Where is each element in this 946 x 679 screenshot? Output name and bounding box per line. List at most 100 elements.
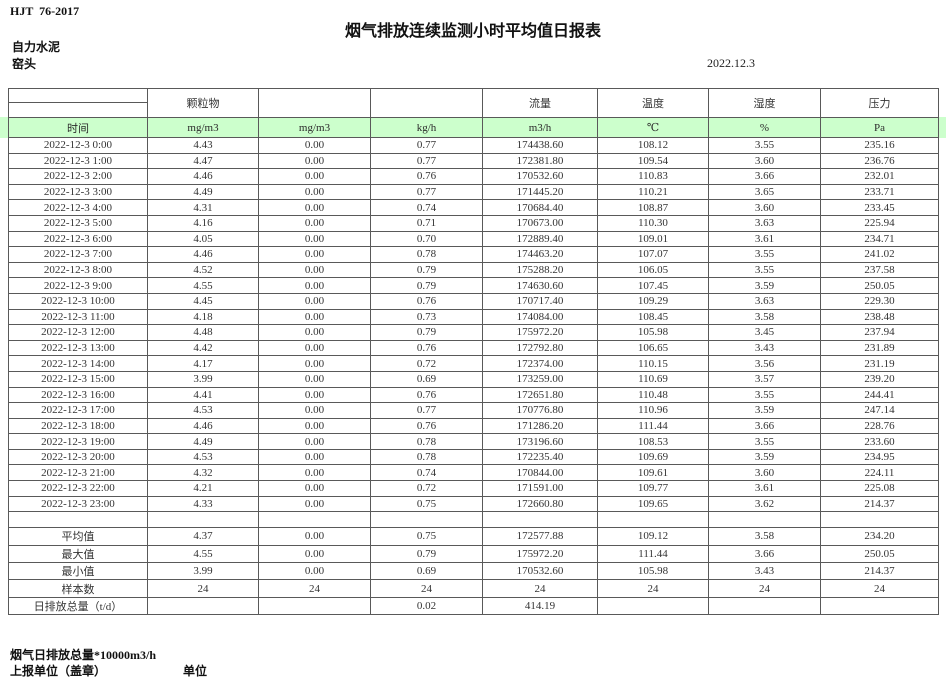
table-cell: 105.98	[597, 562, 709, 581]
table-cell: 233.71	[820, 183, 939, 201]
col-header-blank-2	[370, 88, 483, 118]
table-cell: 0.00	[258, 464, 371, 482]
col-header-flow: 流量	[482, 88, 598, 118]
summary-row: 最小值 3.99 0.00 0.69 170532.60 105.98 3.43 214.37	[8, 562, 939, 581]
table-cell: 4.46	[147, 417, 259, 435]
table-cell: 233.60	[820, 433, 939, 450]
table-cell	[8, 511, 148, 529]
table-cell: 4.53	[147, 448, 259, 466]
table-cell: 24	[482, 579, 598, 598]
table-cell: 108.53	[597, 433, 709, 450]
table-cell: 109.69	[597, 448, 709, 466]
table-cell: 0.00	[258, 448, 371, 466]
table-cell: 4.31	[147, 199, 259, 216]
table-cell: 2022-12-3 15:00	[8, 370, 148, 388]
table-cell: 235.16	[820, 137, 939, 154]
table-cell: 0.00	[258, 417, 371, 435]
table-cell: 2022-12-3 10:00	[8, 292, 148, 310]
table-cell: 2022-12-3 13:00	[8, 339, 148, 357]
table-cell: 日排放总量（t/d）	[8, 596, 148, 616]
table-cell: 0.00	[258, 562, 371, 581]
table-cell: 4.46	[147, 168, 259, 185]
table-cell: 3.65	[708, 183, 821, 201]
company-name: 自力水泥	[12, 40, 61, 54]
table-cell: 3.99	[147, 562, 259, 581]
table-cell: 3.55	[708, 433, 821, 450]
table-cell: 0.74	[370, 199, 483, 216]
corner-cell-bottom	[8, 102, 148, 118]
hourly-data-row: 2022-12-3 14:00 4.17 0.00 0.72 172374.00 110.…	[8, 355, 939, 372]
table-cell: 0.00	[258, 544, 371, 564]
table-cell: 4.49	[147, 183, 259, 201]
table-cell: 2022-12-3 0:00	[8, 137, 148, 154]
table-cell: 172374.00	[482, 355, 598, 372]
hourly-data-row: 2022-12-3 20:00 4.53 0.00 0.78 172235.40 109.…	[8, 448, 939, 466]
table-cell: 0.00	[258, 402, 371, 419]
hourly-data-row: 2022-12-3 13:00 4.42 0.00 0.76 172792.80 106.…	[8, 339, 939, 357]
table-cell: 170844.00	[482, 464, 598, 482]
hourly-data-row: 2022-12-3 11:00 4.18 0.00 0.73 174084.00 108.…	[8, 308, 939, 326]
table-cell: 0.77	[370, 137, 483, 154]
table-cell: 2022-12-3 19:00	[8, 433, 148, 450]
col-header-humidity: 湿度	[708, 88, 821, 118]
hourly-data-row: 2022-12-3 17:00 4.53 0.00 0.77 170776.80 110.…	[8, 402, 939, 419]
table-cell: 4.32	[147, 464, 259, 482]
table-cell: 238.48	[820, 308, 939, 326]
table-cell: 0.77	[370, 183, 483, 201]
table-cell: 0.00	[258, 261, 371, 279]
table-cell: 0.79	[370, 277, 483, 294]
table-cell: 228.76	[820, 417, 939, 435]
table-cell: 236.76	[820, 152, 939, 170]
table-cell: 最小值	[8, 562, 148, 581]
unit-cell: mg/m3	[258, 117, 371, 138]
table-cell: 110.69	[597, 370, 709, 388]
table-cell: 3.58	[708, 308, 821, 326]
table-cell: 0.00	[258, 370, 371, 388]
table-cell: 0.78	[370, 433, 483, 450]
table-cell: 106.05	[597, 261, 709, 279]
table-cell: 平均值	[8, 527, 148, 546]
table-cell	[597, 511, 709, 529]
table-cell: 170684.40	[482, 199, 598, 216]
table-cell: 0.00	[258, 324, 371, 341]
table-cell: 3.55	[708, 137, 821, 154]
table-cell: 3.57	[708, 370, 821, 388]
table-cell: 2022-12-3 9:00	[8, 277, 148, 294]
hourly-data-row: 2022-12-3 1:00 4.47 0.00 0.77 172381.80 109.5…	[8, 152, 939, 170]
table-cell: 0.75	[370, 527, 483, 546]
hourly-data-row: 2022-12-3 21:00 4.32 0.00 0.74 170844.00 109.…	[8, 464, 939, 482]
table-cell: 4.55	[147, 544, 259, 564]
hourly-data-row: 2022-12-3 6:00 4.05 0.00 0.70 172889.40 109.0…	[8, 230, 939, 248]
table-cell: 224.11	[820, 464, 939, 482]
table-cell: 2022-12-3 23:00	[8, 495, 148, 513]
table-cell: 173259.00	[482, 370, 598, 388]
unit-cell: mg/m3	[147, 117, 259, 138]
table-cell: 109.77	[597, 480, 709, 497]
table-cell: 0.00	[258, 137, 371, 154]
hourly-data-row: 2022-12-3 18:00 4.46 0.00 0.76 171286.20 111.…	[8, 417, 939, 435]
hourly-data-row: 2022-12-3 22:00 4.21 0.00 0.72 171591.00 109.…	[8, 480, 939, 497]
table-cell: 2022-12-3 6:00	[8, 230, 148, 248]
table-cell: 3.99	[147, 370, 259, 388]
table-cell: 0.76	[370, 417, 483, 435]
table-cell: 3.59	[708, 277, 821, 294]
table-cell: 0.79	[370, 261, 483, 279]
table-cell: 225.08	[820, 480, 939, 497]
table-cell: 2022-12-3 8:00	[8, 261, 148, 279]
table-cell: 24	[597, 579, 709, 598]
table-cell: 234.95	[820, 448, 939, 466]
table-cell: 106.65	[597, 339, 709, 357]
table-cell: 0.00	[258, 168, 371, 185]
hourly-data-row: 2022-12-3 4:00 4.31 0.00 0.74 170684.40 108.8…	[8, 199, 939, 216]
table-cell: 110.83	[597, 168, 709, 185]
table-cell: 3.66	[708, 168, 821, 185]
table-cell: 214.37	[820, 562, 939, 581]
table-cell: 24	[370, 579, 483, 598]
table-cell: 234.20	[820, 527, 939, 546]
table-cell: 107.45	[597, 277, 709, 294]
unit-cell: ℃	[597, 117, 709, 138]
table-cell: 3.55	[708, 386, 821, 404]
table-cell: 0.00	[258, 495, 371, 513]
unit-cell: m3/h	[482, 117, 598, 138]
table-cell: 3.66	[708, 544, 821, 564]
